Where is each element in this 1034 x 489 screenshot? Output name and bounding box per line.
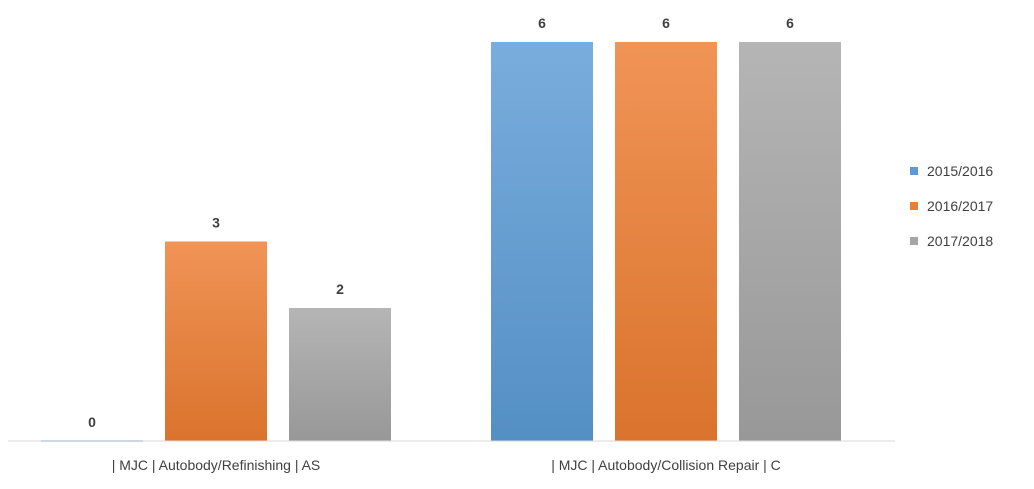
- data-label: 0: [88, 414, 96, 430]
- legend-swatch: [910, 237, 918, 245]
- legend: 2015/2016 2016/2017 2017/2018: [910, 163, 993, 249]
- legend-label: 2015/2016: [927, 163, 993, 179]
- data-label: 6: [538, 15, 546, 31]
- legend-swatch: [910, 167, 918, 175]
- legend-swatch: [910, 202, 918, 210]
- data-label: 6: [786, 15, 794, 31]
- category-labels-layer: | MJC | Autobody/Refinishing | AS | MJC |…: [112, 457, 781, 473]
- bars-layer: [41, 42, 841, 442]
- bar-2016-2017-cat1: [165, 241, 267, 441]
- data-label: 2: [336, 281, 344, 297]
- category-label: | MJC | Autobody/Collision Repair | C: [551, 457, 781, 473]
- legend-label: 2016/2017: [927, 198, 993, 214]
- legend-label: 2017/2018: [927, 233, 993, 249]
- data-label: 6: [662, 15, 670, 31]
- bar-2017-2018-cat2: [739, 42, 841, 441]
- bar-2016-2017-cat2: [615, 42, 717, 441]
- bar-2015-2016-cat2: [491, 42, 593, 441]
- data-label: 3: [212, 215, 220, 231]
- bar-2017-2018-cat1: [289, 308, 391, 441]
- category-label: | MJC | Autobody/Refinishing | AS: [112, 457, 321, 473]
- data-labels-layer: 0 3 2 6 6 6: [88, 15, 794, 430]
